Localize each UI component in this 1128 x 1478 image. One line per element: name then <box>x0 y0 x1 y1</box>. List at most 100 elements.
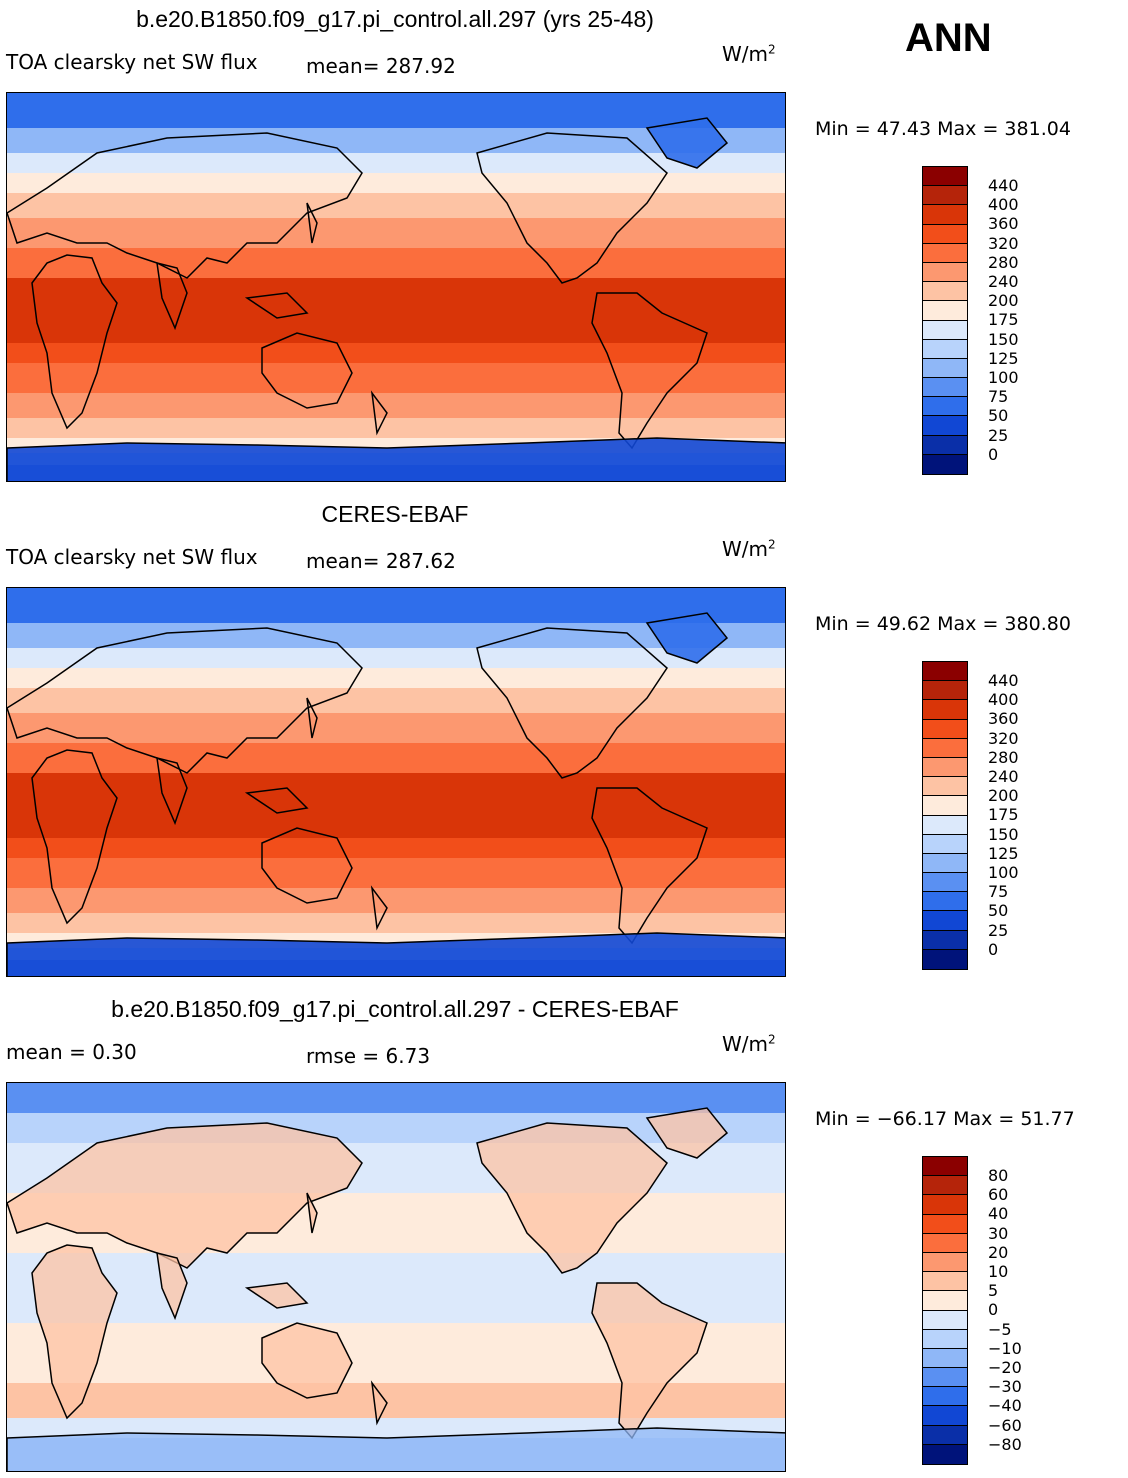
coastline <box>476 132 668 284</box>
colorbar-swatch <box>923 949 967 969</box>
colorbar-swatch <box>923 1233 967 1253</box>
colorbar-tick-label: 440 <box>988 671 1019 690</box>
colorbar-tick-label: 360 <box>988 709 1019 729</box>
coastline <box>156 1252 188 1321</box>
map-svg <box>7 1083 785 1471</box>
units-exponent: 2 <box>768 1032 776 1047</box>
colorbar-swatch <box>923 1252 967 1273</box>
colorbar-swatch <box>923 796 967 816</box>
colorbar-swatch <box>923 262 967 283</box>
units-exponent: 2 <box>768 537 776 552</box>
colorbar-swatch <box>923 243 967 263</box>
colorbar-tick-label: 150 <box>988 824 1019 844</box>
colorbar-swatch <box>923 378 967 398</box>
colorbar-tick-label: 25 <box>988 425 1009 445</box>
field-band <box>7 418 785 438</box>
colorbar-tick-label: −5 <box>988 1319 1012 1339</box>
colorbar-tick-label: 40 <box>988 1204 1009 1224</box>
colorbar-swatch <box>923 1310 967 1330</box>
coastline <box>31 254 118 430</box>
panel-title: b.e20.B1850.f09_g17.pi_control.all.297 (… <box>136 6 654 32</box>
field-band <box>7 278 785 343</box>
colorbar-swatch <box>923 301 967 321</box>
colorbar-swatch <box>923 186 967 206</box>
field-band <box>7 193 785 218</box>
coastline <box>261 332 353 409</box>
colorbar-swatch <box>923 738 967 758</box>
colorbar-tick-label: 320 <box>988 233 1019 253</box>
colorbar-swatch <box>923 339 967 359</box>
colorbar-swatch <box>923 358 967 379</box>
colorbar-tick-label: 240 <box>988 767 1019 786</box>
coastline <box>306 1192 318 1234</box>
field-band <box>7 913 785 933</box>
colorbar-swatch <box>923 873 967 893</box>
min-max-label: Min = 49.62 Max = 380.80 <box>815 613 1071 635</box>
colorbar-tick-label: 200 <box>988 291 1019 311</box>
field-band <box>7 153 785 173</box>
field-band <box>7 1383 785 1418</box>
field-band <box>7 393 785 418</box>
colorbar-tick-label: 200 <box>988 786 1019 806</box>
coastline <box>244 292 309 319</box>
colorbar-swatch <box>923 1157 967 1177</box>
coastline <box>31 1244 118 1420</box>
coastline <box>591 1282 708 1440</box>
colorbar-swatch <box>923 930 967 950</box>
colorbar-swatch <box>923 1444 967 1464</box>
colorbar-swatch <box>923 435 967 455</box>
colorbar-tick-label: 440 <box>988 176 1019 195</box>
colorbar-swatch <box>923 719 967 739</box>
coastline <box>306 697 318 739</box>
colorbar-swatch <box>923 397 967 417</box>
colorbar-tick-label: 360 <box>988 214 1019 234</box>
colorbar-swatch <box>923 1425 967 1445</box>
colorbar-swatch <box>923 1214 967 1234</box>
colorbar-swatch <box>923 911 967 931</box>
colorbar-tick-label: 175 <box>988 805 1019 825</box>
colorbar-swatch <box>923 1195 967 1215</box>
coastline <box>476 627 668 779</box>
field-band <box>7 93 785 128</box>
coastline <box>591 292 708 450</box>
colorbar-tick-label: 25 <box>988 920 1009 940</box>
colorbar-swatch <box>923 416 967 436</box>
colorbar-tick-label: 50 <box>988 901 1009 921</box>
coastline <box>370 885 388 931</box>
field-band <box>7 668 785 688</box>
colorbar-swatch <box>923 757 967 778</box>
colorbar-swatch <box>923 224 967 244</box>
colorbar-tick-label: 75 <box>988 387 1009 407</box>
coastline <box>156 262 188 331</box>
colorbar-swatch <box>923 1368 967 1388</box>
colorbar-tick-label: −40 <box>988 1396 1022 1416</box>
field-band <box>7 743 785 773</box>
coastline <box>7 1427 785 1471</box>
coastline <box>7 1122 363 1269</box>
panel-title: b.e20.B1850.f09_g17.pi_control.all.297 -… <box>111 996 679 1022</box>
colorbar-swatch <box>923 1387 967 1407</box>
colorbar-swatch <box>923 700 967 720</box>
map-svg <box>7 93 785 481</box>
field-band <box>7 713 785 743</box>
coastline <box>306 202 318 244</box>
panel-title: CERES-EBAF <box>321 501 469 527</box>
units-base: W/m <box>722 1032 768 1056</box>
diff-mean-label: mean = 0.30 <box>6 1040 137 1064</box>
colorbar-swatch <box>923 1291 967 1311</box>
coastline <box>476 1122 668 1274</box>
variable-label: TOA clearsky net SW flux <box>6 50 258 74</box>
coastline <box>261 1322 353 1399</box>
units-label: W/m2 <box>722 1032 776 1056</box>
coastline <box>370 390 388 436</box>
units-label: W/m2 <box>722 537 776 561</box>
units-exponent: 2 <box>768 42 776 57</box>
colorbar-tick-label: 150 <box>988 329 1019 349</box>
colorbar-swatch <box>923 320 967 340</box>
coastline <box>591 787 708 945</box>
coastline <box>7 627 363 774</box>
colorbar-tick-label: 125 <box>988 843 1019 863</box>
colorbar-swatch <box>923 815 967 835</box>
colorbar-tick-label: 30 <box>988 1223 1009 1243</box>
colorbar-swatch <box>923 282 967 302</box>
